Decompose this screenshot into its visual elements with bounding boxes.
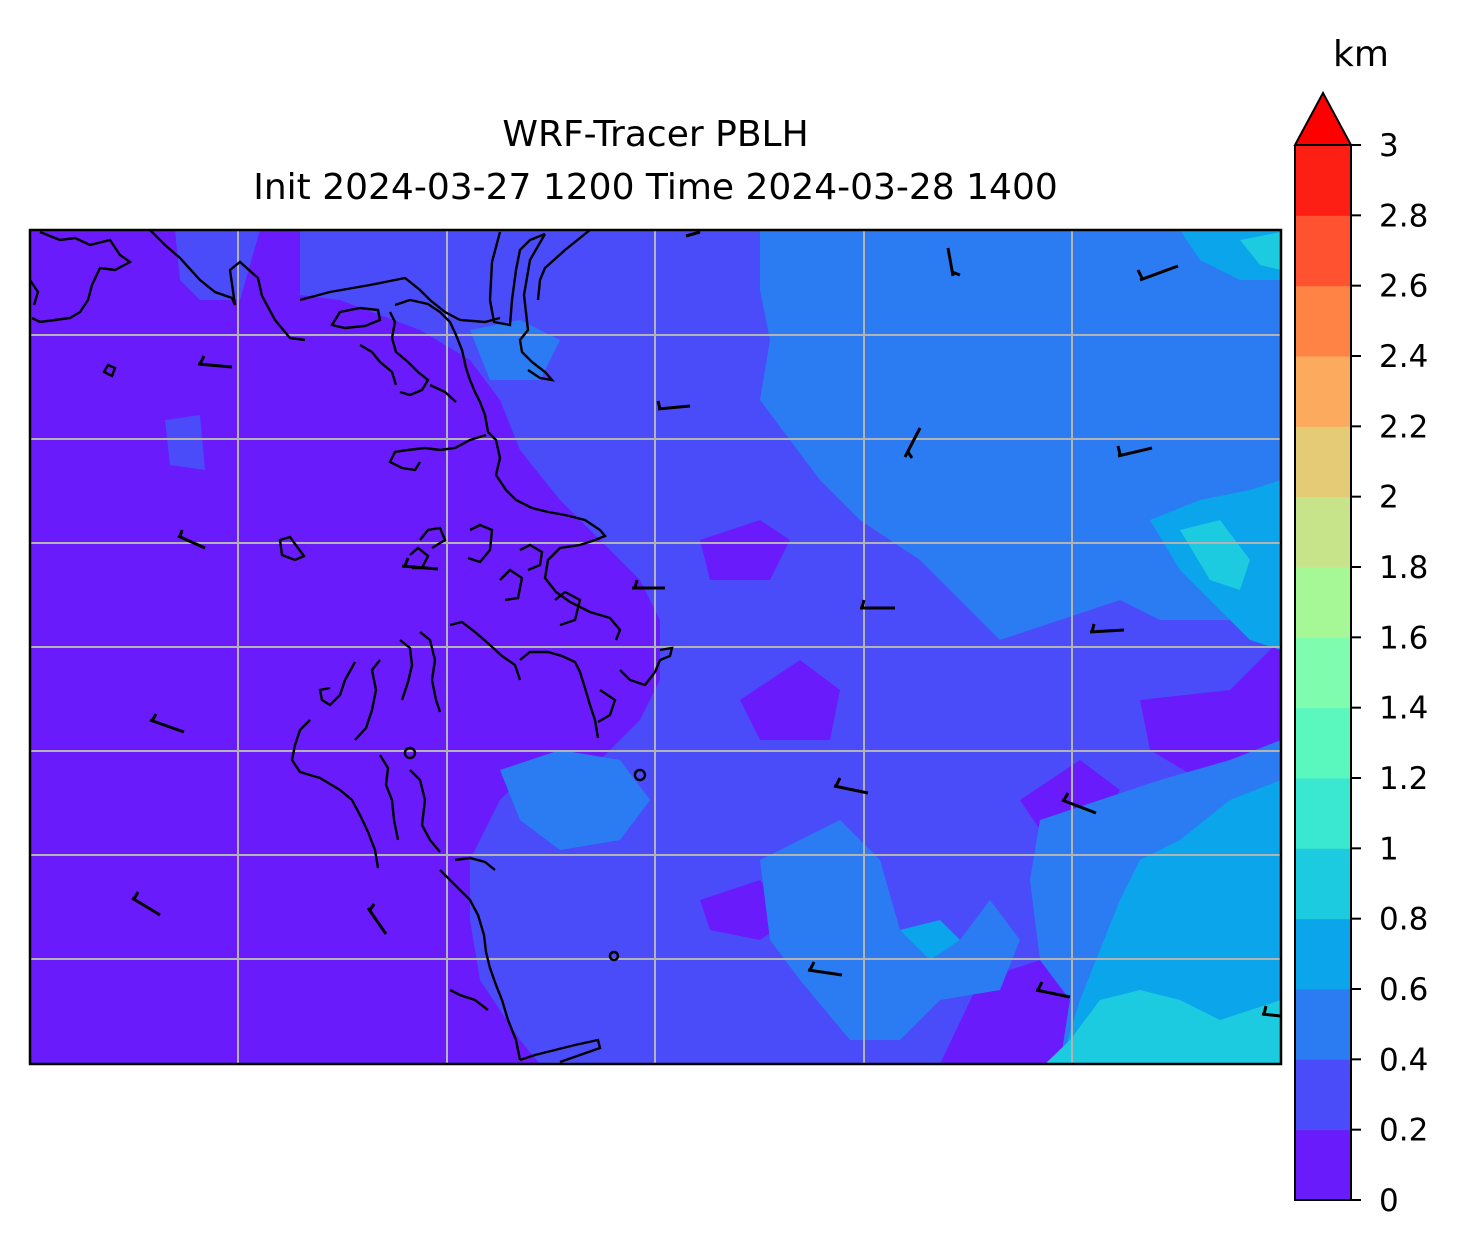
colorbar-tick-label: 1.8 bbox=[1379, 550, 1428, 586]
pblh-low-pocket-2 bbox=[740, 660, 840, 740]
colorbar-tick-label: 0 bbox=[1379, 1183, 1399, 1219]
colorbar-swatch bbox=[1295, 145, 1351, 216]
colorbar-tick-label: 2.8 bbox=[1379, 198, 1428, 234]
pblh-region-0.4-0.6-mid bbox=[500, 750, 650, 850]
colorbar-tick-label: 2.2 bbox=[1379, 409, 1428, 445]
colorbar-swatch bbox=[1295, 637, 1351, 709]
colorbar-swatch bbox=[1295, 496, 1351, 568]
colorbar-unit-label: km bbox=[1333, 34, 1389, 75]
colorbar-swatch bbox=[1295, 778, 1351, 849]
colorbar-swatch bbox=[1295, 285, 1351, 357]
pblh-region-0.8-1.0-east bbox=[1180, 520, 1250, 590]
colorbar-tick-label: 0.4 bbox=[1379, 1042, 1428, 1078]
pblh-region-0.6-0.8-se bbox=[1060, 780, 1281, 1064]
pblh-region-0.4-0.6-south bbox=[760, 820, 1020, 1040]
colorbar-tick-label: 0.2 bbox=[1379, 1113, 1428, 1149]
wind-barbs bbox=[131, 230, 1281, 1018]
title-line-1: WRF-Tracer PBLH bbox=[502, 114, 809, 155]
colorbar-swatch bbox=[1295, 989, 1351, 1060]
colorbar-swatch bbox=[1295, 426, 1351, 498]
colorbar-tick-label: 0.8 bbox=[1379, 902, 1428, 938]
pblh-region-0.4-0.6-ne bbox=[760, 230, 1281, 640]
pblh-low-pocket-6 bbox=[1140, 640, 1281, 780]
map-frame bbox=[28, 228, 1283, 1066]
colorbar-tick-label: 2.4 bbox=[1379, 339, 1428, 375]
colorbar-outline bbox=[1294, 145, 1352, 1201]
colorbar-tick-label: 3 bbox=[1379, 128, 1399, 164]
colorbar: 0 0.2 0.4 0.6 0.8 1 1.2 1.4 1.6 1.8 2 2.2 2.4 2.6 2.8 3… bbox=[1293, 34, 1428, 1219]
pblh-region-0.2-0.4-west bbox=[165, 415, 205, 470]
pblh-region-0.8-1.0-se bbox=[1045, 990, 1281, 1064]
colorbar-swatch bbox=[1295, 1129, 1351, 1201]
colorbar-swatch bbox=[1295, 356, 1351, 427]
colorbar-tick-label: 1.6 bbox=[1379, 620, 1428, 656]
colorbar-swatch bbox=[1295, 848, 1351, 920]
colorbar-swatch bbox=[1295, 918, 1351, 990]
map-gridlines bbox=[30, 230, 1281, 1064]
colorbar-tick-label: 1.2 bbox=[1379, 761, 1428, 797]
pblh-region-0.6-0.8-spot bbox=[900, 920, 960, 960]
colorbar-swatch bbox=[1295, 567, 1351, 638]
pblh-low-pocket-1 bbox=[700, 520, 790, 580]
coastlines bbox=[30, 230, 674, 1064]
colorbar-tick-label: 2 bbox=[1379, 480, 1399, 516]
colorbar-extend-arrow bbox=[1293, 90, 1353, 146]
pblh-region-0.8-1.0-ne bbox=[1240, 232, 1281, 270]
colorbar-tick-label: 1 bbox=[1379, 831, 1399, 867]
colorbar-tick-label: 1.4 bbox=[1379, 691, 1428, 727]
colorbar-tick-label: 2.6 bbox=[1379, 269, 1428, 305]
colorbar-swatch bbox=[1295, 215, 1351, 287]
colorbar-swatch bbox=[1295, 1059, 1351, 1131]
colorbar-tick-label: 0.6 bbox=[1379, 972, 1428, 1008]
colorbar-swatch bbox=[1295, 707, 1351, 779]
title-line-2: Init 2024-03-27 1200 Time 2024-03-28 140… bbox=[253, 167, 1058, 208]
pblh-low-pocket-3 bbox=[940, 960, 1070, 1064]
